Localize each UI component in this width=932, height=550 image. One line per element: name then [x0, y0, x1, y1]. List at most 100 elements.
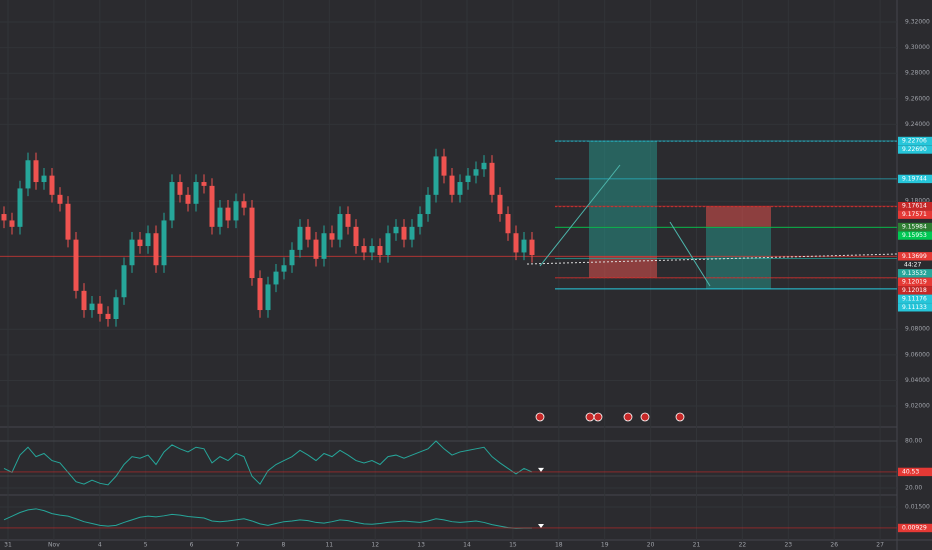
candle-body: [121, 265, 127, 298]
price-label-bg: [898, 277, 932, 286]
rsi-line: [3, 440, 533, 486]
x-tick-label: 27: [876, 542, 884, 549]
candle-body: [457, 182, 463, 195]
price-label-bg: [898, 269, 932, 278]
countdown: 44:27: [904, 261, 921, 268]
candle-body: [257, 278, 263, 311]
candle-body: [9, 220, 15, 227]
candle-body: [17, 188, 23, 227]
candle-body: [385, 233, 391, 255]
x-tick-label: 15: [509, 542, 517, 549]
price-label-bg: [898, 174, 932, 184]
candle-body: [33, 160, 39, 183]
candle-body: [409, 226, 415, 240]
candle-body: [137, 239, 143, 247]
collapse-marker: [538, 523, 544, 528]
price-label: 9.13532: [902, 270, 927, 277]
osc-line: [3, 508, 533, 529]
price-label: 9.15953: [902, 232, 927, 239]
candle-body: [65, 203, 71, 240]
y-tick-label: 9.28000: [905, 70, 930, 77]
position-stop-zone: [589, 256, 657, 278]
event-icon[interactable]: [593, 412, 603, 422]
candle-body: [97, 303, 103, 314]
candle-body: [113, 297, 119, 320]
candle-body: [57, 194, 63, 204]
price-label: 9.17571: [902, 211, 927, 218]
candle-body: [25, 160, 31, 189]
price-label: 9.12019: [902, 278, 927, 285]
price-label: 9.22706: [902, 137, 927, 144]
candle-body: [489, 162, 495, 195]
y-tick-label: 9.02000: [905, 403, 930, 410]
candle-body: [177, 182, 183, 195]
x-tick-label: 7: [236, 542, 240, 549]
y-tick-label: 9.18000: [905, 198, 930, 205]
candle-body: [465, 175, 471, 183]
candle-body: [337, 214, 343, 240]
candle-body: [297, 226, 303, 250]
candle-body: [89, 303, 95, 311]
y-tick-label: 0.01500: [905, 503, 930, 510]
candle-body: [105, 313, 111, 320]
candle-body: [129, 239, 135, 266]
arrow: [669, 221, 711, 287]
candle-body: [393, 226, 399, 234]
price-label-bg: [898, 222, 932, 232]
candle-body: [289, 249, 295, 266]
event-icon[interactable]: [675, 412, 685, 422]
price-label: 9.17614: [902, 203, 927, 210]
candle-body: [313, 239, 319, 259]
candle-body: [521, 239, 527, 253]
x-tick-label: 23: [784, 542, 792, 549]
position-stop-zone: [706, 206, 771, 228]
price-label: 9.15984: [902, 224, 927, 231]
event-icons: [535, 412, 685, 422]
event-icon[interactable]: [640, 412, 650, 422]
candle-body: [249, 207, 255, 279]
x-tick-label: Nov: [48, 542, 60, 549]
last-value-bg: [898, 523, 932, 533]
candle-body: [241, 201, 247, 208]
candle-body: [73, 239, 79, 291]
y-tick-label: 20.00: [905, 485, 922, 492]
price-label-bg: [898, 286, 932, 295]
candle-body: [201, 182, 207, 186]
x-tick-label: 20: [647, 542, 655, 549]
candle-body: [529, 239, 535, 255]
x-tick-label: 4: [98, 542, 102, 549]
price-label: 9.11133: [902, 304, 927, 311]
price-label-bg: [898, 252, 932, 261]
candle-body: [345, 214, 351, 227]
last-value-bg: [898, 467, 932, 477]
candle-body: [273, 271, 279, 285]
x-tick-label: 5: [144, 542, 148, 549]
candle-body: [329, 233, 335, 240]
event-icon[interactable]: [623, 412, 633, 422]
x-tick-label: 14: [463, 542, 471, 549]
x-tick-label: 22: [739, 542, 747, 549]
y-tick-label: 9.30000: [905, 44, 930, 51]
candle-body: [449, 175, 455, 195]
event-icon[interactable]: [535, 412, 545, 422]
candle-body: [281, 265, 287, 272]
price-label-bg: [898, 201, 932, 211]
candle-body: [353, 226, 359, 247]
candle-body: [49, 175, 55, 195]
arrow: [539, 164, 621, 267]
candle-body: [185, 194, 191, 204]
x-tick-label: 11: [325, 542, 333, 549]
y-tick-label: 9.32000: [905, 19, 930, 26]
event-icon[interactable]: [585, 412, 595, 422]
x-tick-label: 6: [190, 542, 194, 549]
y-tick-label: 80.00: [905, 437, 922, 444]
y-tick-label: 9.26000: [905, 95, 930, 102]
candle-body: [505, 214, 511, 234]
price-label-bg: [898, 303, 932, 312]
candle-body: [321, 233, 327, 259]
candle-body: [1, 214, 7, 221]
candle-body: [161, 220, 167, 266]
price-label: 9.13699: [902, 253, 927, 260]
candle-body: [481, 162, 487, 170]
candle-body: [441, 156, 447, 176]
